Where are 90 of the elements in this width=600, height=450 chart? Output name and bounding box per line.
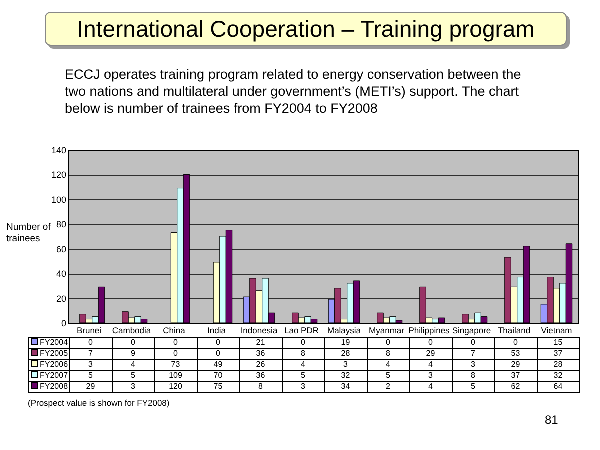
data-label: 62 [494,382,537,392]
y-tick-label: 20 [56,294,66,304]
x-tick-label: Vietnam [541,326,572,336]
x-tick-label: Singapore [452,326,492,336]
data-label: 3 [70,360,112,370]
data-label: 3 [324,360,367,370]
data-label: 5 [452,382,494,392]
data-label: 73 [154,360,197,370]
x-tick-label: Myanmar [369,326,405,336]
data-label: 0 [197,338,240,348]
data-label: 0 [452,338,494,348]
data-label: 4 [112,360,154,370]
x-tick-label: India [208,326,226,336]
data-label: 5 [282,370,324,382]
data-label: 53 [494,348,537,360]
legend-label: FY2004 [28,338,70,348]
data-label: 32 [324,370,367,382]
data-label: 36 [240,370,282,382]
data-label: 120 [154,382,197,392]
data-label: 7 [452,348,494,360]
x-tick-label: Indonesia [240,326,278,336]
data-label: 70 [197,370,240,382]
data-label: 0 [367,338,410,348]
data-label: 0 [154,338,197,348]
data-label: 3 [452,360,494,370]
data-label: 37 [494,370,537,382]
data-label: 8 [240,382,282,392]
y-tick-label: 0 [61,318,66,328]
data-label: 19 [324,338,367,348]
y-axis-title: Number of trainees [6,222,52,244]
data-label: 5 [112,370,154,382]
data-label: 3 [410,370,452,382]
legend-label: FY2005 [28,348,70,360]
data-label: 0 [112,338,154,348]
data-label: 3 [282,382,324,392]
legend-label: FY2008 [28,382,70,392]
x-tick-label: Philippines [408,326,450,336]
data-label: 8 [367,348,410,360]
data-label: 3 [112,382,154,392]
data-label: 0 [70,338,112,348]
data-label: 64 [537,382,580,392]
data-label: 29 [70,382,112,392]
data-label: 34 [324,382,367,392]
data-label: 26 [240,360,282,370]
data-label: 75 [197,382,240,392]
data-label: 0 [410,338,452,348]
y-tick-label: 40 [56,269,66,280]
data-label: 8 [282,348,324,360]
data-label: 0 [494,338,537,348]
legend-label: FY2007 [28,370,70,382]
data-label: 2 [367,382,410,392]
data-label: 7 [70,348,112,360]
legend-label: FY2006 [28,360,70,370]
data-label: 15 [537,338,580,348]
data-label: 0 [197,348,240,360]
data-label: 5 [367,370,410,382]
data-label: 28 [537,360,580,370]
data-label: 29 [494,360,537,370]
data-label: 32 [537,370,580,382]
data-label: 8 [452,370,494,382]
data-label: 5 [70,370,112,382]
data-label: 49 [197,360,240,370]
chart-subtitle: ECCJ operates training program related to energy conservation between the two nations and multilateral under government’s (METI’s) support. The chart below is number of trainees from FY2004 to FY2008 [65,66,522,117]
data-label: 28 [324,348,367,360]
data-label: 0 [282,338,324,348]
x-tick-label: Brunei [76,326,102,336]
text: 81 [545,413,558,427]
chart-title: International Cooperation – Training program [45,12,567,46]
data-label: 37 [537,348,580,360]
x-tick-label: China [163,326,186,336]
data-label: 4 [367,360,410,370]
y-tick-label: 60 [56,244,66,254]
data-label: 4 [410,360,452,370]
x-tick-label: Lao PDR [284,326,319,336]
data-label: 0 [154,348,197,360]
data-label: 109 [154,370,197,382]
x-tick-label: Cambodia [112,326,152,336]
text: (Prospect value is shown for FY2008) [28,398,170,408]
x-tick-label: Thailand [498,326,531,336]
data-label: 9 [112,348,154,360]
y-tick-label: 140 [51,146,66,156]
y-tick-label: 80 [56,220,66,230]
y-tick-label: 120 [51,170,66,180]
y-tick-label: 100 [51,194,66,205]
data-label: 36 [240,348,282,360]
data-label: 29 [410,348,452,360]
data-label: 4 [410,382,452,392]
data-label: 4 [282,360,324,370]
data-label: 21 [240,338,282,348]
x-tick-label: Malaysia [327,326,362,336]
